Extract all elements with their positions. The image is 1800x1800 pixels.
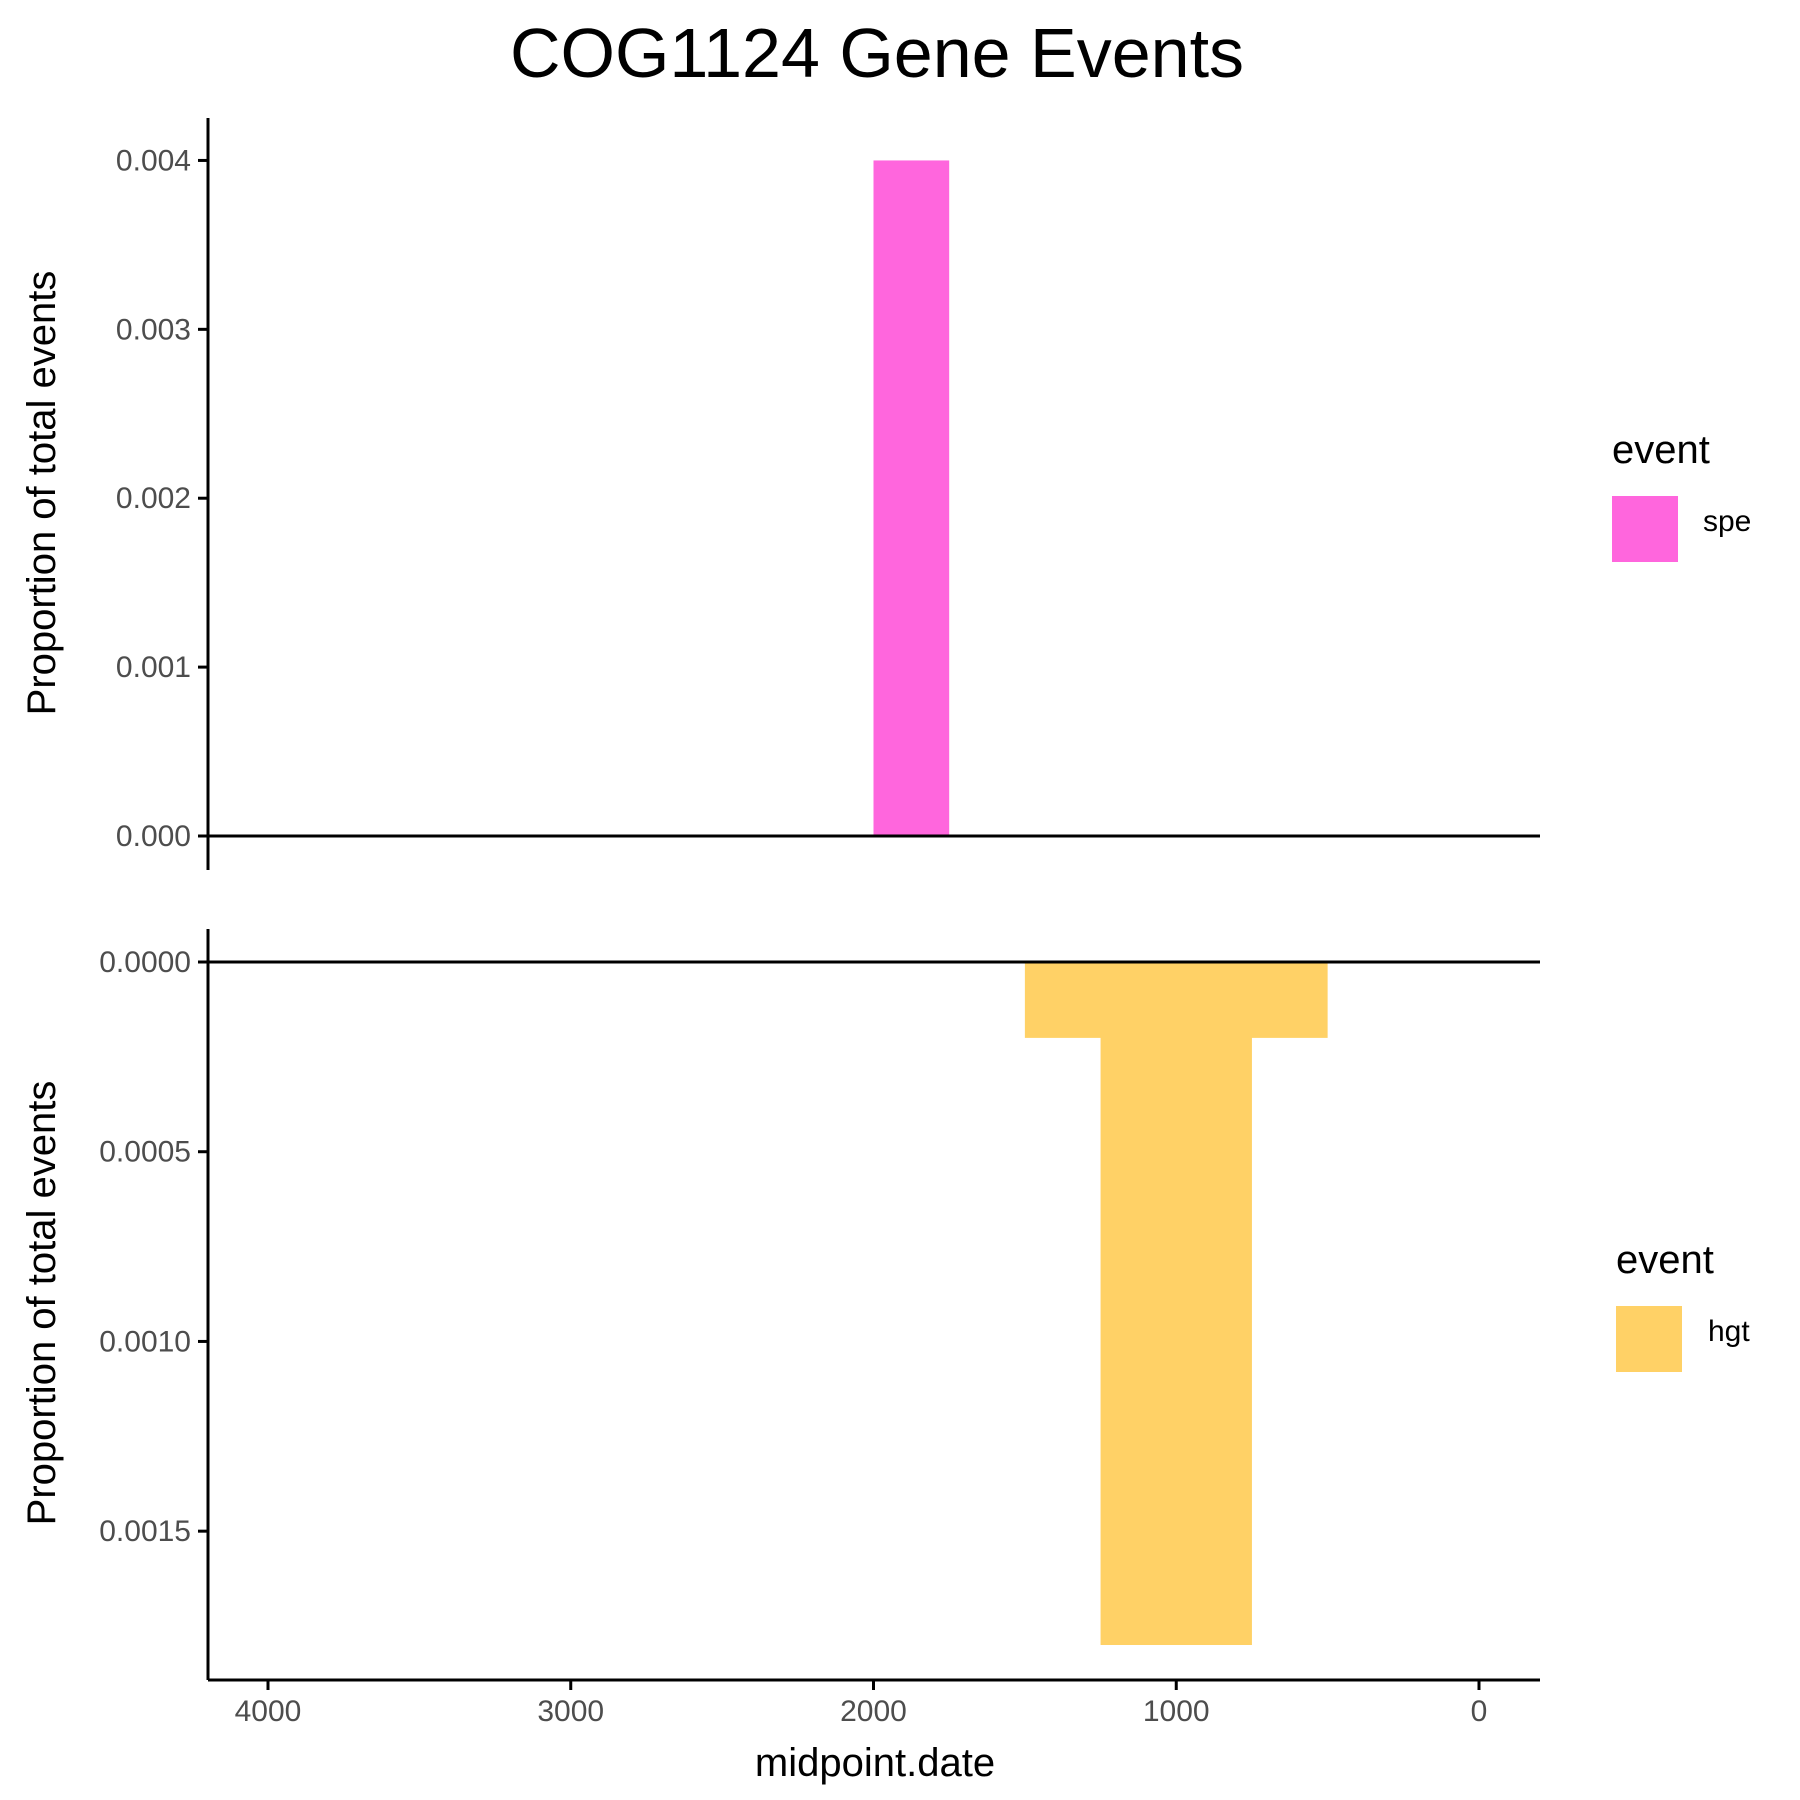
x-axis-title: midpoint.date <box>755 1741 995 1785</box>
panel-bottom: Proportion of total events 0.0000 0.0005 0… <box>20 929 1540 1680</box>
x-tick-label: 1000 <box>1143 1695 1210 1728</box>
y-axis-title-bottom: Proportion of total events <box>20 1081 64 1526</box>
y-tick-label: 0.002 <box>116 482 191 515</box>
legend-swatch-spe <box>1612 496 1678 562</box>
legend-bottom: event hgt <box>1616 1238 1750 1372</box>
legend-title-bottom: event <box>1616 1238 1714 1282</box>
y-tick-label: 0.001 <box>116 651 191 684</box>
bar-hgt-1 <box>1100 962 1252 1645</box>
legend-top: event spe <box>1612 428 1751 562</box>
legend-label-hgt: hgt <box>1708 1315 1750 1348</box>
x-tick-label: 4000 <box>235 1695 302 1728</box>
legend-title-top: event <box>1612 428 1710 472</box>
y-tick-label: 0.0010 <box>99 1325 191 1358</box>
y-axis-title-top: Proportion of total events <box>20 271 64 716</box>
y-tick-label: 0.000 <box>116 820 191 853</box>
y-tick-label: 0.0005 <box>99 1136 191 1169</box>
bar-spe-0 <box>873 160 950 836</box>
x-tick-label: 3000 <box>537 1695 604 1728</box>
panel-top: Proportion of total events 0.000 0.001 0.0… <box>20 118 1540 870</box>
chart-title: COG1124 Gene Events <box>510 14 1244 92</box>
x-tick-label: 2000 <box>840 1695 907 1728</box>
y-tick-label: 0.0015 <box>99 1515 191 1548</box>
legend-label-spe: spe <box>1703 505 1751 538</box>
y-tick-label: 0.003 <box>116 313 191 346</box>
x-tick-label: 0 <box>1471 1695 1488 1728</box>
y-tick-label: 0.004 <box>116 144 191 177</box>
y-tick-label: 0.0000 <box>99 946 191 979</box>
legend-swatch-hgt <box>1616 1306 1682 1372</box>
